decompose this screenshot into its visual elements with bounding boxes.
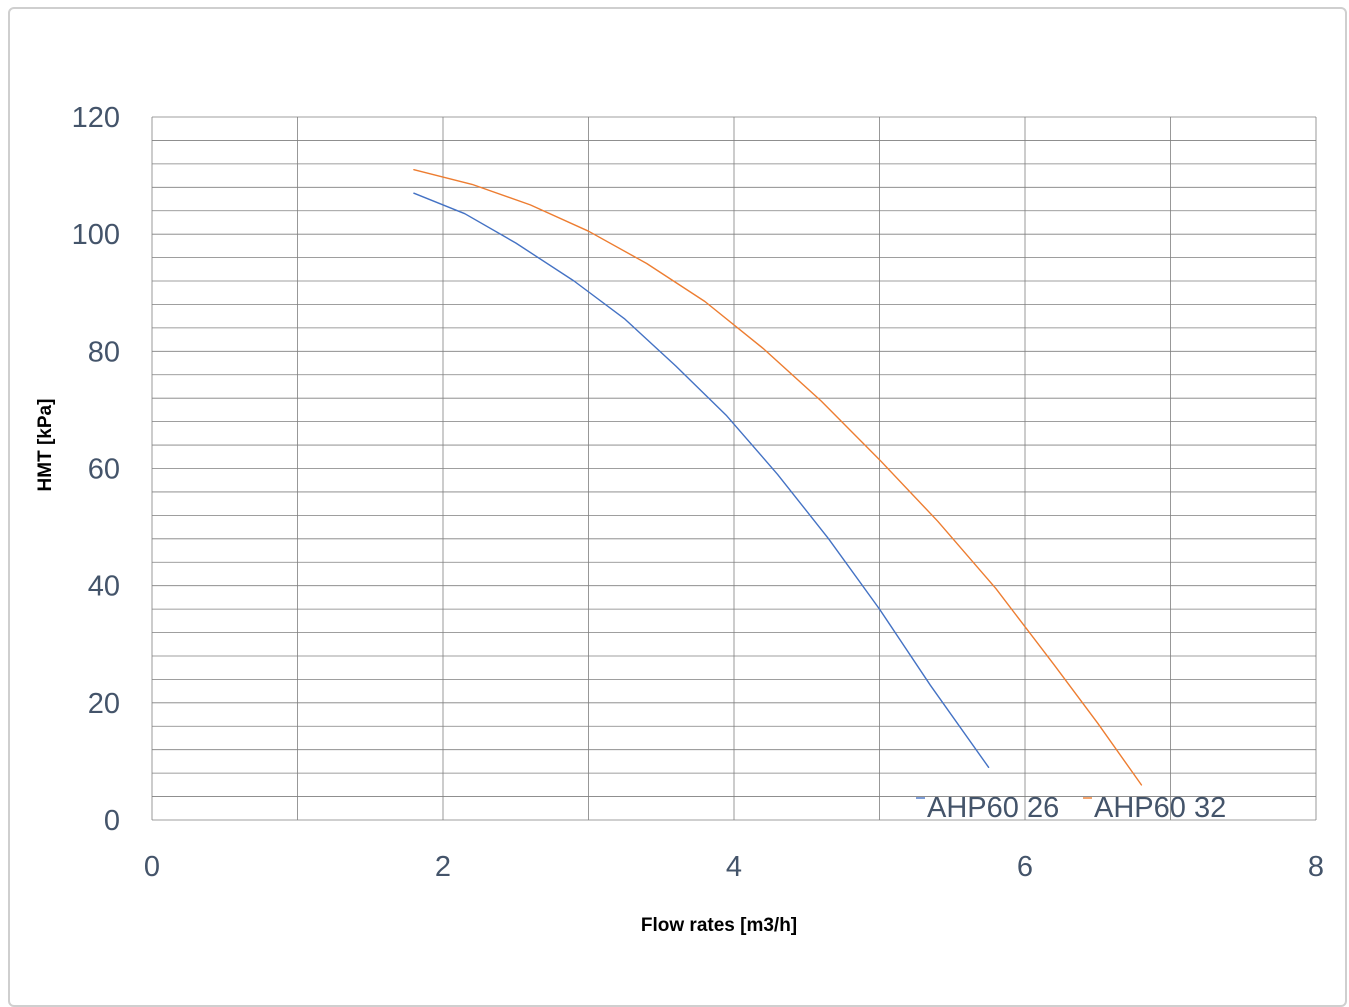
y-tick-label: 120: [72, 102, 120, 134]
y-tick-label: 0: [104, 805, 120, 837]
legend-label: AHP60 26: [927, 792, 1059, 824]
x-axis-ticks: 0 2 4 6 8: [144, 851, 1324, 883]
y-axis-title: HMT [kPa]: [35, 399, 56, 492]
grid: [151, 116, 1317, 821]
y-tick-label: 80: [88, 336, 120, 368]
x-tick-label: 8: [1308, 851, 1324, 883]
series-lines: [413, 168, 1143, 786]
x-tick-label: 2: [435, 851, 451, 883]
y-tick-label: 40: [88, 571, 120, 603]
legend-label: AHP60 32: [1094, 792, 1226, 824]
legend: AHP60 26 AHP60 32: [916, 792, 1226, 824]
x-axis-title: Flow rates [m3/h]: [641, 915, 797, 936]
y-tick-label: 60: [88, 454, 120, 486]
series-line-2: [413, 168, 1143, 786]
series-line-1: [413, 192, 990, 768]
x-tick-label: 0: [144, 851, 160, 883]
x-tick-label: 6: [1017, 851, 1033, 883]
chart-frame: [8, 7, 1347, 1007]
y-axis-ticks: 0 20 40 60 80 100 120: [72, 102, 120, 837]
y-tick-label: 100: [72, 219, 120, 251]
y-tick-label: 20: [88, 688, 120, 720]
x-tick-label: 4: [726, 851, 742, 883]
